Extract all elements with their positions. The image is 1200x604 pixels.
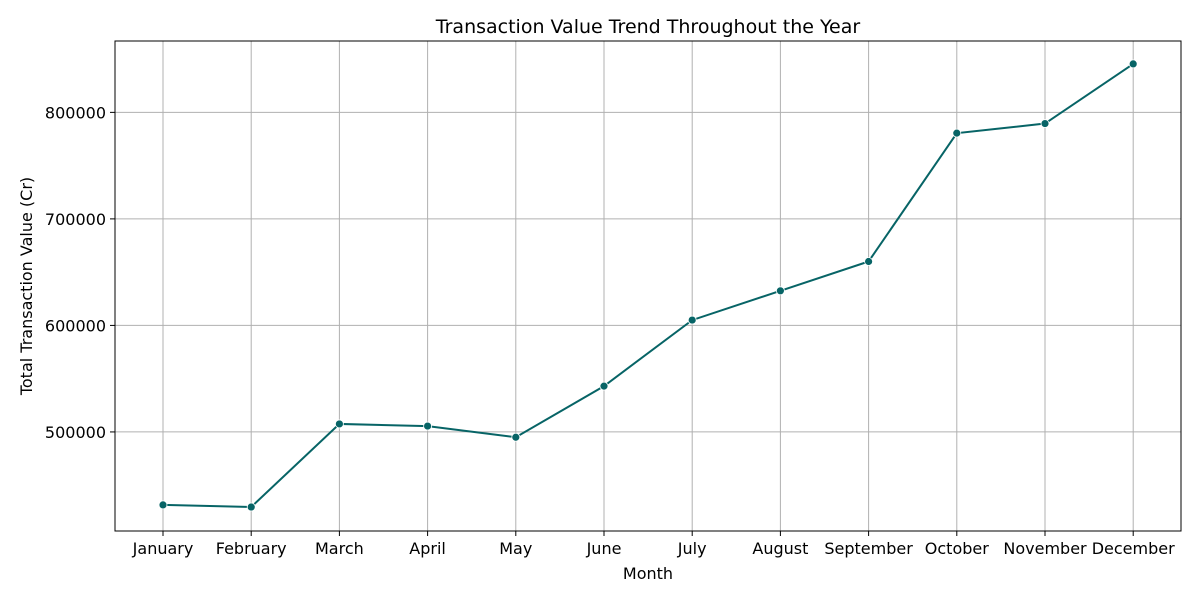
grid-layer bbox=[115, 41, 1181, 531]
data-point bbox=[1128, 59, 1138, 69]
series-line bbox=[162, 63, 1134, 509]
x-tick-label: February bbox=[216, 539, 287, 558]
data-point bbox=[952, 128, 962, 138]
y-axis-title: Total Transaction Value (Cr) bbox=[17, 177, 36, 396]
x-tick-label: May bbox=[499, 539, 532, 558]
x-tick-label: October bbox=[925, 539, 989, 558]
x-tick-label: April bbox=[409, 539, 446, 558]
data-point bbox=[158, 500, 168, 510]
x-tick-label: July bbox=[677, 539, 707, 558]
data-point bbox=[511, 432, 521, 442]
ticks-layer: January February March April May June July Augu… bbox=[45, 103, 1175, 558]
y-tick-label: 700000 bbox=[45, 210, 106, 229]
y-tick-label: 800000 bbox=[45, 103, 106, 122]
data-point bbox=[1040, 119, 1050, 128]
series-layer bbox=[158, 59, 1138, 512]
y-tick-label: 500000 bbox=[45, 423, 106, 442]
data-point bbox=[864, 257, 873, 266]
x-tick-label: August bbox=[752, 539, 808, 558]
x-tick-label: November bbox=[1003, 539, 1087, 558]
data-point bbox=[599, 381, 609, 391]
data-point bbox=[687, 315, 697, 325]
x-tick-label: December bbox=[1092, 539, 1175, 558]
x-axis-title: Month bbox=[623, 564, 673, 583]
x-tick-label: January bbox=[132, 539, 194, 558]
chart-title: Transaction Value Trend Throughout the Y… bbox=[435, 16, 861, 38]
data-point bbox=[423, 421, 433, 431]
y-tick-label: 600000 bbox=[45, 316, 106, 335]
data-point bbox=[246, 502, 256, 512]
x-tick-label: June bbox=[586, 539, 622, 558]
x-tick-label: March bbox=[315, 539, 364, 558]
x-tick-label: September bbox=[824, 539, 913, 558]
data-point bbox=[776, 286, 785, 296]
plot-area-frame bbox=[114, 40, 1182, 532]
data-point bbox=[334, 419, 344, 429]
